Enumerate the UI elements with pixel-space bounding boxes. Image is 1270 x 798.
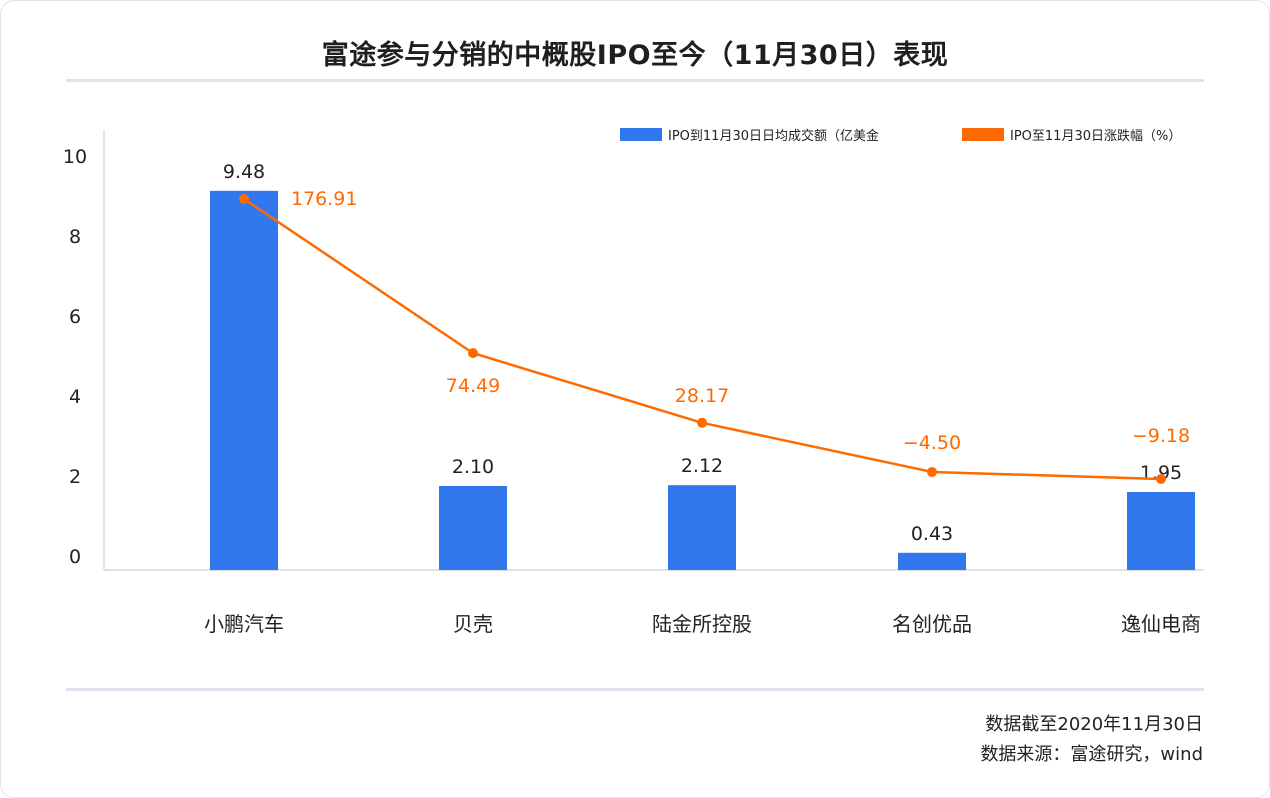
y-tick-label: 4	[69, 386, 81, 408]
y-tick-label: 8	[69, 226, 81, 248]
bar-value-label: 2.12	[681, 455, 723, 477]
line-value-label: −4.50	[903, 432, 961, 454]
bar-value-label: 0.43	[911, 523, 953, 545]
legend-swatch-bar	[620, 128, 662, 141]
line-series	[243, 197, 1162, 481]
data-source-note: 数据来源：富途研究，wind	[980, 744, 1203, 765]
bar-value-label: 2.10	[452, 456, 494, 478]
line-value-label: 74.49	[446, 375, 500, 397]
y-tick-label: 6	[69, 306, 81, 328]
chart-title: 富途参与分销的中概股IPO至今（11月30日）表现	[321, 40, 949, 71]
x-category-label: 逸仙电商	[1121, 612, 1201, 636]
bar-value-label: 9.48	[223, 161, 265, 183]
line-value-label: −9.18	[1132, 425, 1190, 447]
line-point	[239, 194, 249, 204]
y-tick-label: 2	[69, 466, 81, 488]
line-point	[468, 348, 478, 359]
x-category-label: 名创优品	[892, 612, 972, 636]
legend-label-bar: IPO到11月30日日均成交额（亿美金	[668, 128, 879, 144]
legend-swatch-line	[962, 128, 1004, 141]
title-divider	[66, 79, 1204, 82]
y-tick-label: 10	[63, 146, 87, 168]
bar	[668, 485, 736, 570]
line-value-label: 28.17	[675, 385, 729, 407]
footer-divider	[66, 688, 1204, 691]
x-category-label: 贝壳	[453, 612, 493, 636]
bar	[210, 190, 278, 571]
line-value-label: 176.91	[291, 188, 357, 210]
y-tick-label: 0	[69, 546, 81, 568]
line-point	[927, 466, 937, 477]
data-cutoff-note: 数据截至2020年11月30日	[985, 714, 1203, 735]
x-category-label: 陆金所控股	[652, 612, 752, 636]
legend-label-line: IPO至11月30日涨跌幅（%）	[1010, 128, 1181, 144]
line-point	[697, 417, 707, 428]
line-point	[1156, 474, 1166, 484]
x-category-label: 小鹏汽车	[204, 612, 284, 636]
bar	[439, 486, 507, 570]
bar	[1127, 492, 1195, 570]
bar	[898, 552, 966, 570]
